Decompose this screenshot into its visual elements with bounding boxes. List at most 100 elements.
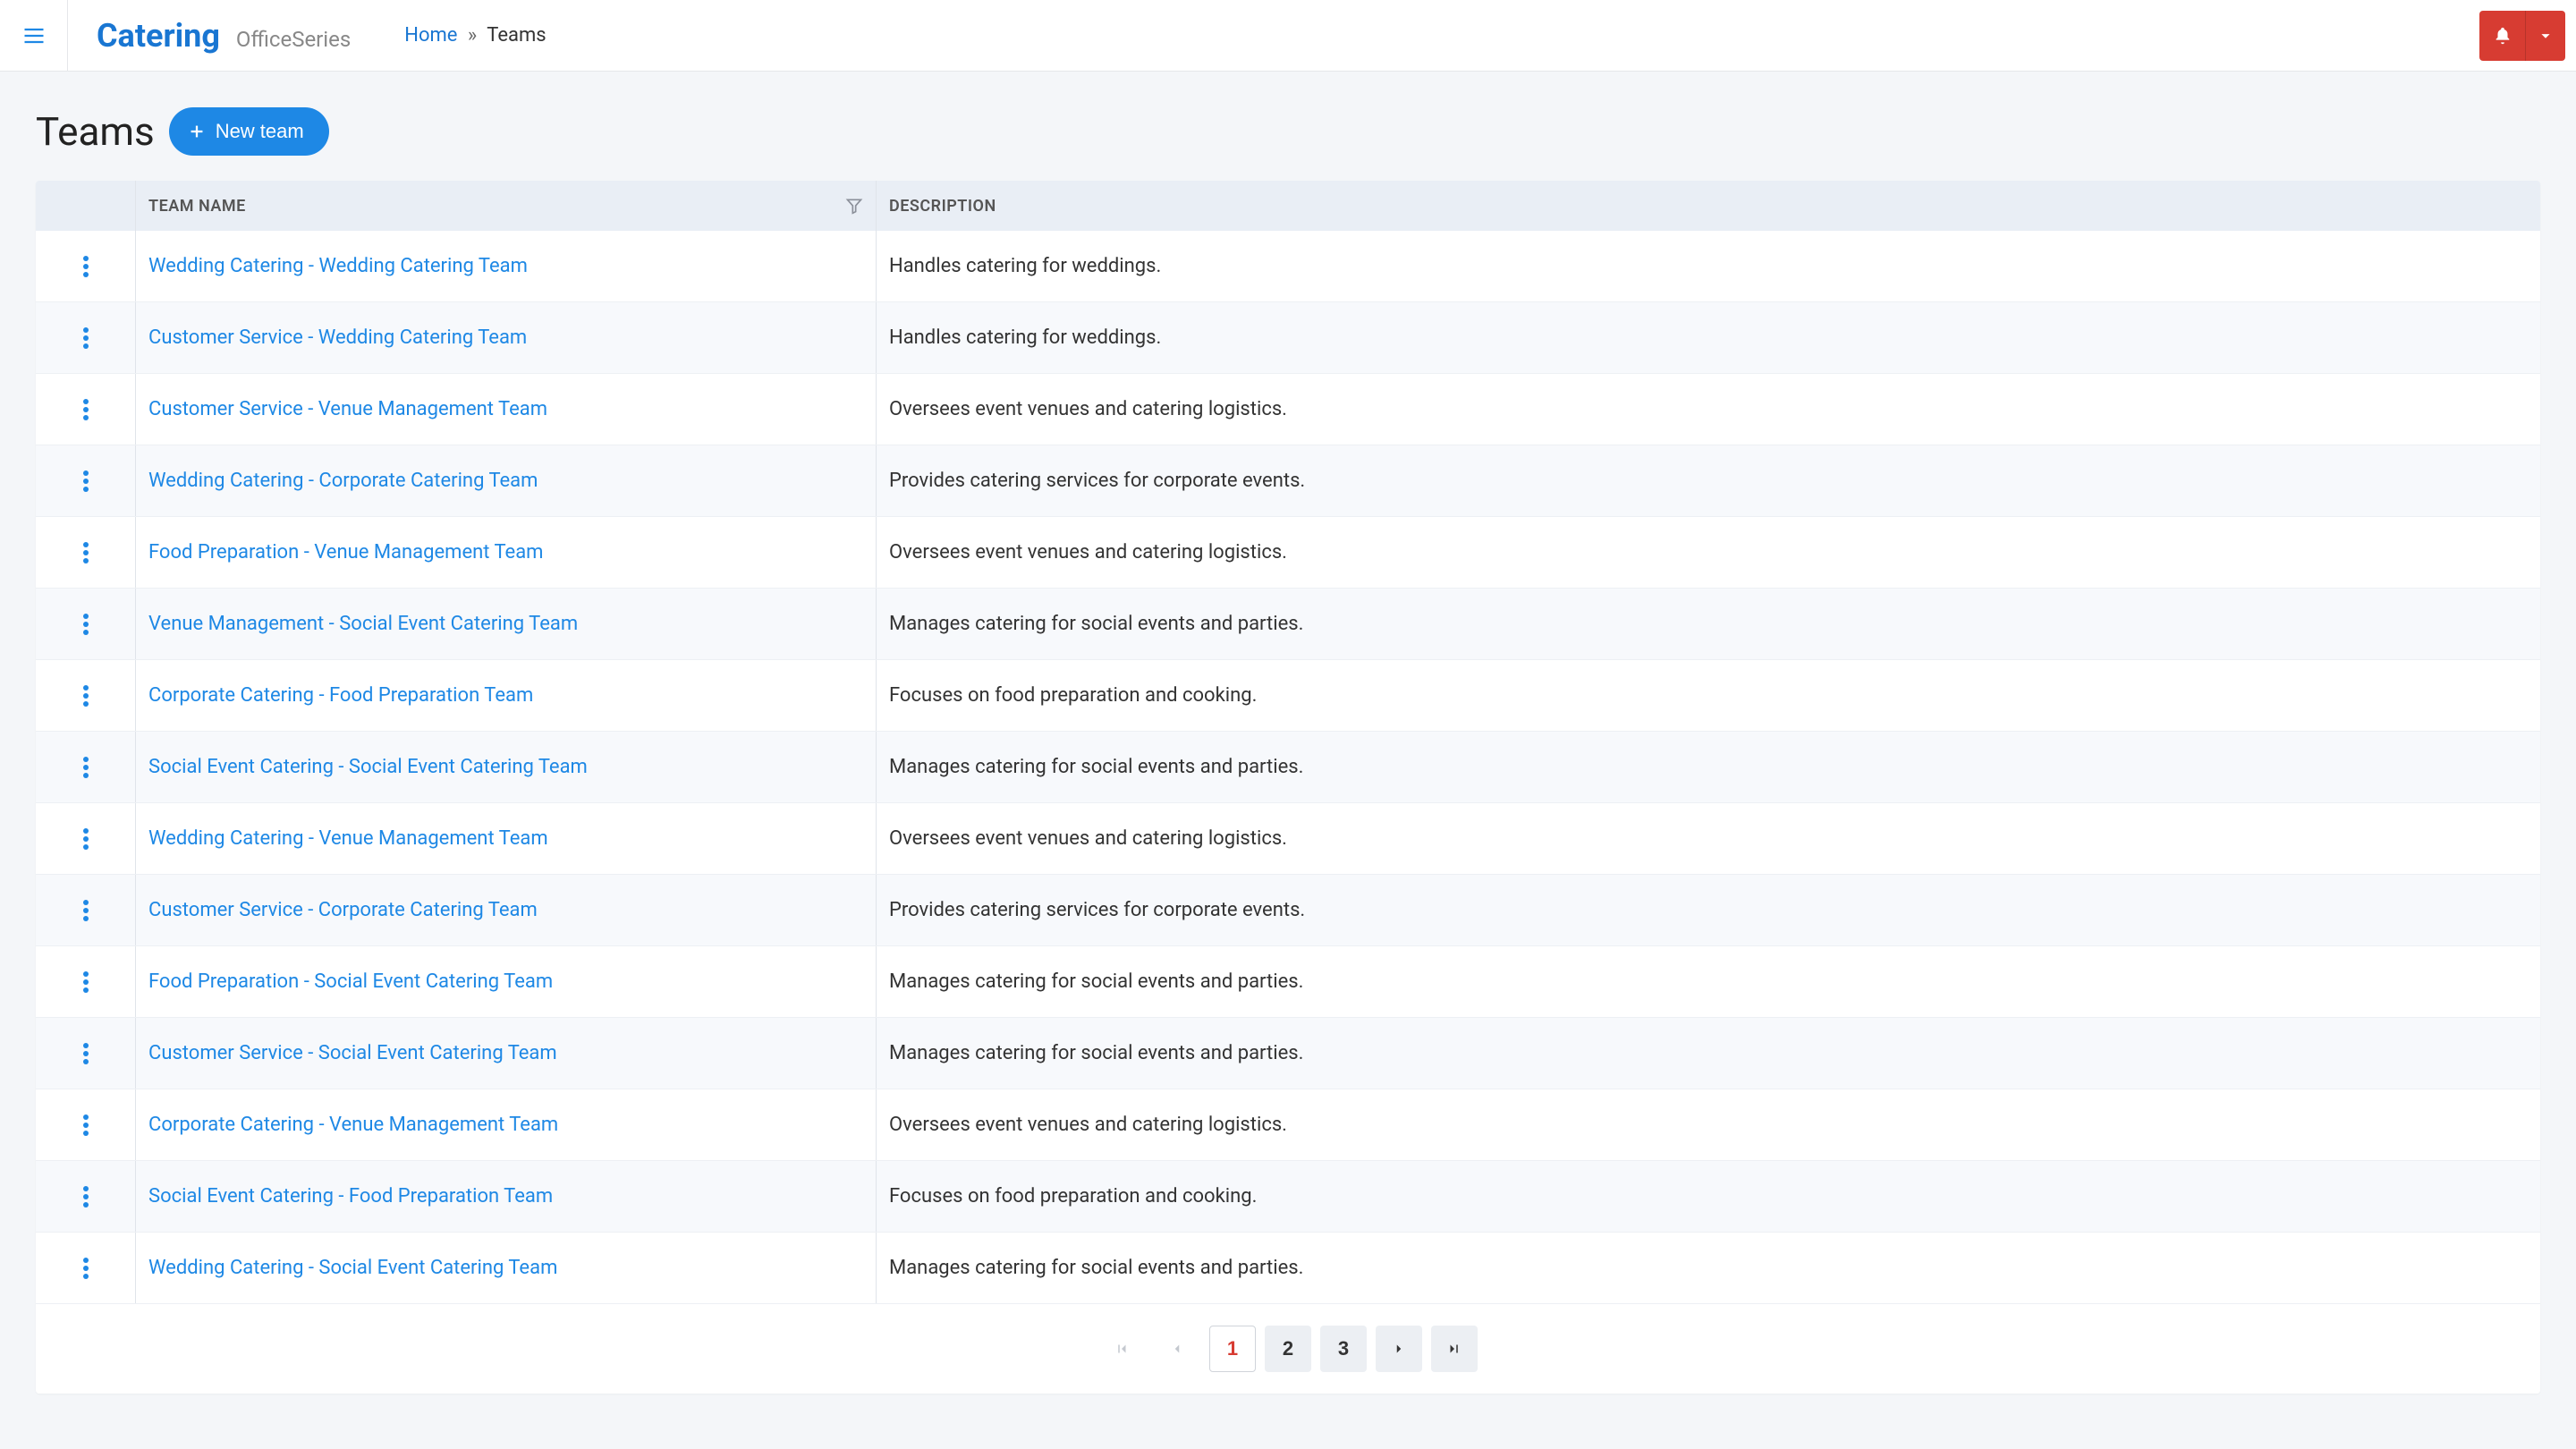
- column-header-name-label: Team Name: [148, 197, 246, 216]
- row-description-cell: Handles catering for weddings.: [877, 302, 2540, 373]
- table-header: Team Name Description: [36, 181, 2540, 231]
- more-vert-icon[interactable]: [83, 757, 89, 778]
- row-description-cell: Manages catering for social events and p…: [877, 589, 2540, 659]
- row-actions-cell: [36, 946, 136, 1017]
- notifications-button[interactable]: [2479, 11, 2526, 61]
- more-vert-icon[interactable]: [83, 1043, 89, 1064]
- row-name-cell: Corporate Catering - Food Preparation Te…: [136, 660, 877, 731]
- team-link[interactable]: Customer Service - Corporate Catering Te…: [148, 899, 538, 921]
- row-actions-cell: [36, 875, 136, 945]
- row-actions-cell: [36, 445, 136, 516]
- team-link[interactable]: Social Event Catering - Food Preparation…: [148, 1185, 553, 1208]
- team-link[interactable]: Wedding Catering - Wedding Catering Team: [148, 255, 528, 277]
- more-vert-icon[interactable]: [83, 1114, 89, 1136]
- pagination-page-2[interactable]: 2: [1265, 1326, 1311, 1372]
- first-page-icon: [1114, 1341, 1130, 1357]
- row-name-cell: Wedding Catering - Corporate Catering Te…: [136, 445, 877, 516]
- more-vert-icon[interactable]: [83, 828, 89, 850]
- team-link[interactable]: Social Event Catering - Social Event Cat…: [148, 756, 588, 778]
- filter-icon[interactable]: [845, 197, 863, 215]
- brand: Catering OfficeSeries: [68, 17, 351, 55]
- page-header: Teams New team: [36, 107, 2540, 156]
- table-row: Wedding Catering - Social Event Catering…: [36, 1233, 2540, 1304]
- more-vert-icon[interactable]: [83, 327, 89, 349]
- row-description-cell: Manages catering for social events and p…: [877, 1018, 2540, 1089]
- pagination-last-button[interactable]: [1431, 1326, 1478, 1372]
- row-name-cell: Customer Service - Corporate Catering Te…: [136, 875, 877, 945]
- pagination-page-3[interactable]: 3: [1320, 1326, 1367, 1372]
- table-body: Wedding Catering - Wedding Catering Team…: [36, 231, 2540, 1304]
- table-row: Venue Management - Social Event Catering…: [36, 589, 2540, 660]
- row-actions-cell: [36, 1018, 136, 1089]
- topbar-actions: [2479, 0, 2576, 72]
- more-vert-icon[interactable]: [83, 542, 89, 564]
- row-name-cell: Venue Management - Social Event Catering…: [136, 589, 877, 659]
- team-link[interactable]: Wedding Catering - Venue Management Team: [148, 827, 548, 850]
- breadcrumb-home-link[interactable]: Home: [404, 24, 457, 47]
- more-vert-icon[interactable]: [83, 1258, 89, 1279]
- row-description-cell: Handles catering for weddings.: [877, 231, 2540, 301]
- team-link[interactable]: Corporate Catering - Venue Management Te…: [148, 1114, 558, 1136]
- team-link[interactable]: Customer Service - Social Event Catering…: [148, 1042, 557, 1064]
- row-description-cell: Oversees event venues and catering logis…: [877, 517, 2540, 588]
- team-link[interactable]: Customer Service - Wedding Catering Team: [148, 326, 527, 349]
- breadcrumb-current: Teams: [487, 24, 546, 47]
- team-link[interactable]: Wedding Catering - Corporate Catering Te…: [148, 470, 538, 492]
- column-header-name[interactable]: Team Name: [136, 181, 877, 231]
- team-link[interactable]: Wedding Catering - Social Event Catering…: [148, 1257, 557, 1279]
- more-vert-icon[interactable]: [83, 685, 89, 707]
- pagination-first-button: [1098, 1326, 1145, 1372]
- row-description-cell: Provides catering services for corporate…: [877, 445, 2540, 516]
- row-actions-cell: [36, 302, 136, 373]
- more-vert-icon[interactable]: [83, 614, 89, 635]
- column-header-actions: [36, 181, 136, 231]
- pagination-next-button[interactable]: [1376, 1326, 1422, 1372]
- team-link[interactable]: Food Preparation - Venue Management Team: [148, 541, 543, 564]
- pagination-page-1[interactable]: 1: [1209, 1326, 1256, 1372]
- row-description-cell: Focuses on food preparation and cooking.: [877, 660, 2540, 731]
- row-actions-cell: [36, 1161, 136, 1232]
- user-menu-button[interactable]: [2526, 11, 2565, 61]
- row-name-cell: Wedding Catering - Venue Management Team: [136, 803, 877, 874]
- row-description-cell: Manages catering for social events and p…: [877, 732, 2540, 802]
- last-page-icon: [1446, 1341, 1462, 1357]
- team-link[interactable]: Corporate Catering - Food Preparation Te…: [148, 684, 533, 707]
- row-description-cell: Oversees event venues and catering logis…: [877, 1089, 2540, 1160]
- table-row: Corporate Catering - Food Preparation Te…: [36, 660, 2540, 732]
- caret-down-icon: [2536, 26, 2555, 46]
- team-link[interactable]: Food Preparation - Social Event Catering…: [148, 970, 553, 993]
- row-name-cell: Food Preparation - Venue Management Team: [136, 517, 877, 588]
- column-header-description-label: Description: [889, 197, 996, 216]
- new-team-button[interactable]: New team: [169, 107, 329, 156]
- row-description-cell: Focuses on food preparation and cooking.: [877, 1161, 2540, 1232]
- team-link[interactable]: Venue Management - Social Event Catering…: [148, 613, 578, 635]
- row-actions-cell: [36, 803, 136, 874]
- more-vert-icon[interactable]: [83, 256, 89, 277]
- row-actions-cell: [36, 732, 136, 802]
- more-vert-icon[interactable]: [83, 900, 89, 921]
- table-row: Food Preparation - Social Event Catering…: [36, 946, 2540, 1018]
- row-description-cell: Provides catering services for corporate…: [877, 875, 2540, 945]
- menu-toggle-button[interactable]: [0, 0, 68, 72]
- table-row: Customer Service - Social Event Catering…: [36, 1018, 2540, 1089]
- row-name-cell: Corporate Catering - Venue Management Te…: [136, 1089, 877, 1160]
- team-link[interactable]: Customer Service - Venue Management Team: [148, 398, 547, 420]
- chevron-right-icon: [1391, 1341, 1407, 1357]
- more-vert-icon[interactable]: [83, 399, 89, 420]
- row-actions-cell: [36, 660, 136, 731]
- teams-table: Team Name Description Wedding Catering -…: [36, 181, 2540, 1394]
- breadcrumb: Home » Teams: [351, 24, 546, 47]
- more-vert-icon[interactable]: [83, 971, 89, 993]
- more-vert-icon[interactable]: [83, 1186, 89, 1208]
- page-title: Teams: [36, 108, 155, 155]
- row-description-cell: Manages catering for social events and p…: [877, 1233, 2540, 1303]
- column-header-description[interactable]: Description: [877, 181, 2540, 231]
- chevron-left-icon: [1169, 1341, 1185, 1357]
- hamburger-icon: [21, 23, 47, 48]
- plus-icon: [187, 122, 207, 141]
- row-name-cell: Social Event Catering - Social Event Cat…: [136, 732, 877, 802]
- row-description-cell: Manages catering for social events and p…: [877, 946, 2540, 1017]
- more-vert-icon[interactable]: [83, 470, 89, 492]
- brand-title[interactable]: Catering: [97, 17, 220, 55]
- pagination-prev-button: [1154, 1326, 1200, 1372]
